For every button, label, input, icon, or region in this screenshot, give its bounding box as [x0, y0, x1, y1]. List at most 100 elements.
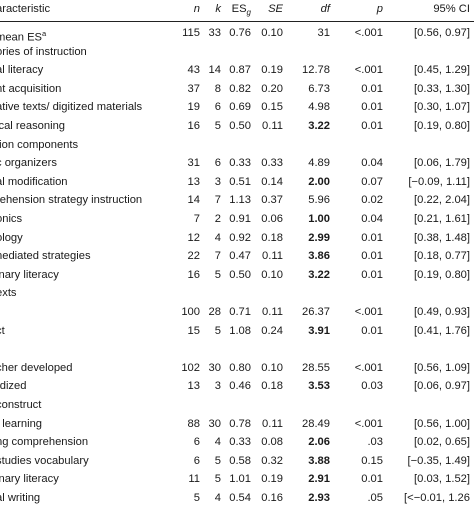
cell-p: <.001 [354, 417, 383, 430]
cell-k: 5 [214, 120, 221, 132]
cell-ci: [0.03, 1.52] [414, 473, 470, 486]
cell-n: 7 [193, 213, 200, 225]
cell-p: <.001 [354, 306, 383, 318]
cell-n: 19 [187, 101, 200, 114]
table-row: rehension strategy instruction 14 7 1.13 0.3… [0, 191, 474, 210]
cell-se: 0.11 [262, 120, 283, 132]
cell-df: 2.93 [308, 492, 330, 504]
table-row: al writing 5 4 0.54 0.16 2.93 .05 [<−0.01, 1.26 [0, 489, 474, 508]
table-row: ng comprehension 6 4 0.33 0.08 2.06 .03 [0.02, … [0, 433, 474, 452]
cell-df: 26.37 [302, 306, 330, 318]
cell-se: 0.18 [261, 380, 283, 393]
row-label: ories of instruction [0, 45, 87, 58]
cell-df: 4.98 [308, 101, 330, 114]
cell-se: 0.33 [261, 157, 283, 170]
cell-se: 0.18 [261, 231, 283, 244]
row-label: ng comprehension [0, 436, 89, 449]
row-label: al modification [0, 175, 68, 188]
row-label: t learning [0, 417, 43, 430]
row-label-sup: a [42, 29, 47, 38]
cell-df: 12.78 [302, 64, 330, 77]
cell-ci: [0.02, 0.65] [414, 436, 470, 449]
row-label: inary literacy [0, 473, 59, 486]
cell-se: 0.06 [261, 213, 283, 225]
cell-p: .03 [367, 436, 383, 449]
table-row: t learning 88 30 0.78 0.11 28.49 <.001 [0.56, 1… [0, 415, 474, 434]
cell-se: 0.32 [261, 454, 283, 467]
cell-es: 0.91 [229, 213, 251, 225]
cell-es: 0.33 [229, 157, 251, 170]
table-row [0, 340, 474, 359]
cell-p: 0.04 [361, 213, 383, 225]
cell-df: 2.00 [308, 175, 330, 188]
cell-n: 115 [182, 27, 200, 39]
table-row: ical reasoning 16 5 0.50 0.11 3.22 0.01 [0.19, … [0, 117, 474, 136]
header-es-sub: g [246, 8, 251, 18]
cell-ci: [0.33, 1.30] [414, 82, 470, 95]
cell-df: 2.99 [308, 231, 330, 244]
cell-p: 0.01 [361, 120, 383, 132]
table-row: construct [0, 396, 474, 415]
cell-p: 0.01 [361, 101, 383, 114]
cell-p: 0.04 [361, 157, 383, 170]
cell-es: 1.01 [229, 473, 251, 486]
table-row: nediated strategies 22 7 0.47 0.11 3.86 0.01 [0… [0, 247, 474, 266]
cell-k: 4 [214, 492, 221, 504]
cell-k: 3 [214, 380, 221, 393]
cell-es: 1.13 [229, 194, 251, 207]
cell-df: 3.86 [308, 250, 330, 263]
row-label: al writing [0, 492, 41, 504]
header-es: ESg [232, 0, 251, 22]
table-row: c organizers 31 6 0.33 0.33 4.89 0.04 [0.06, 1.… [0, 154, 474, 173]
cell-se: 0.11 [262, 417, 283, 430]
cell-ci: [0.19, 0.80] [414, 268, 470, 281]
cell-es: 0.54 [229, 492, 251, 504]
cell-es: 0.80 [229, 361, 251, 374]
cell-se: 0.10 [261, 268, 283, 281]
cell-p: 0.01 [361, 268, 383, 281]
table-row: inary literacy 11 5 1.01 0.19 2.91 0.01 [0.03, … [0, 470, 474, 489]
cell-ci: [0.49, 0.93] [414, 306, 470, 318]
cell-n: 88 [187, 417, 200, 430]
cell-k: 30 [208, 417, 221, 430]
cell-se: 0.37 [261, 194, 283, 207]
header-characteristic: aracteristic [0, 3, 51, 15]
row-label: c organizers [0, 157, 57, 170]
cell-se: 0.10 [261, 27, 283, 39]
row-label: ical reasoning [0, 120, 66, 132]
table-row: tion components [0, 136, 474, 155]
cell-k: 4 [214, 231, 221, 244]
cell-se: 0.20 [261, 82, 283, 95]
cell-es: 0.82 [229, 82, 251, 95]
cell-ci: [0.22, 2.04] [414, 194, 470, 207]
row-label: nediated strategies [0, 250, 91, 263]
row-label: rehension strategy instruction [0, 194, 143, 207]
row-label: tion components [0, 138, 79, 151]
cell-se: 0.11 [262, 250, 283, 263]
cell-df: 2.06 [308, 436, 330, 449]
cell-p: 0.01 [361, 324, 383, 337]
row-label: al literacy [0, 64, 44, 77]
cell-df: 4.89 [308, 157, 330, 170]
cell-p: 0.01 [361, 250, 383, 263]
cell-ci: [0.41, 1.76] [414, 324, 470, 337]
header-ci: 95% CI [433, 3, 470, 15]
cell-n: 14 [187, 194, 200, 207]
cell-ci: [0.45, 1.29] [414, 64, 470, 77]
cell-es: 0.58 [229, 454, 251, 467]
row-label: onics [0, 213, 23, 225]
cell-k: 6 [214, 101, 221, 114]
table-row: inary literacy 16 5 0.50 0.10 3.22 0.01 [0.19, … [0, 266, 474, 285]
cell-n: 31 [187, 157, 200, 170]
cell-df: 1.00 [308, 213, 330, 225]
table-row: nt acquisition 37 8 0.82 0.20 6.73 0.01 [0.33, … [0, 80, 474, 99]
cell-df: 3.22 [308, 268, 330, 281]
cell-n: 102 [181, 361, 200, 374]
cell-df: 6.73 [308, 82, 330, 95]
cell-se: 0.11 [262, 306, 283, 318]
row-label: mean ESa [0, 29, 47, 44]
cell-ci: [0.56, 1.09] [414, 361, 470, 374]
cell-p: 0.15 [361, 454, 383, 467]
row-label: studies vocabulary [0, 454, 89, 467]
cell-k: 5 [214, 324, 221, 337]
